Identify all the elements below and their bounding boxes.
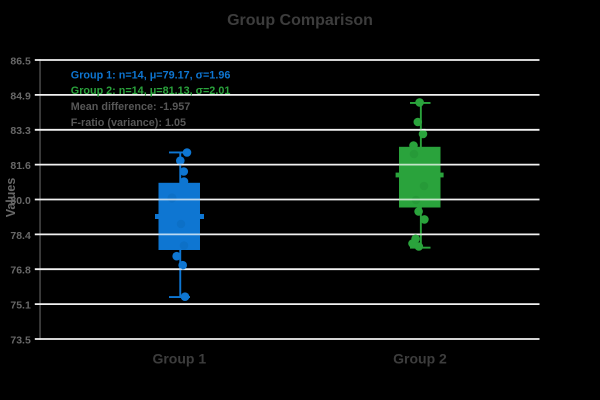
svg-text:Values: Values (4, 178, 18, 218)
svg-text:Group 2: Group 2 (393, 350, 447, 366)
svg-text:84.9: 84.9 (10, 90, 31, 102)
svg-text:83.3: 83.3 (10, 125, 31, 137)
svg-text:76.8: 76.8 (10, 265, 31, 277)
svg-text:Mean difference: -1.957: Mean difference: -1.957 (71, 101, 190, 113)
svg-text:Group 2: n=14, μ=81.13, σ=2.01: Group 2: n=14, μ=81.13, σ=2.01 (71, 85, 231, 97)
svg-text:80.0: 80.0 (10, 195, 31, 207)
svg-text:86.5: 86.5 (10, 55, 31, 67)
svg-text:81.6: 81.6 (10, 160, 31, 172)
svg-text:Group 1: Group 1 (152, 350, 206, 366)
svg-text:75.1: 75.1 (10, 300, 31, 312)
svg-text:78.4: 78.4 (10, 230, 31, 242)
svg-text:Group Comparison: Group Comparison (227, 12, 373, 29)
svg-text:F-ratio (variance): 1.05: F-ratio (variance): 1.05 (71, 117, 186, 129)
svg-text:Group 1: n=14, μ=79.17, σ=1.96: Group 1: n=14, μ=79.17, σ=1.96 (71, 69, 231, 81)
svg-text:73.5: 73.5 (10, 334, 31, 346)
